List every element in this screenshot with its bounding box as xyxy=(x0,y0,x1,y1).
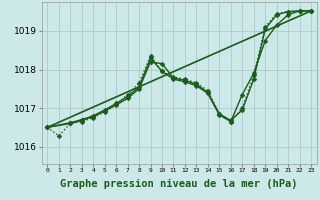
X-axis label: Graphe pression niveau de la mer (hPa): Graphe pression niveau de la mer (hPa) xyxy=(60,179,298,189)
